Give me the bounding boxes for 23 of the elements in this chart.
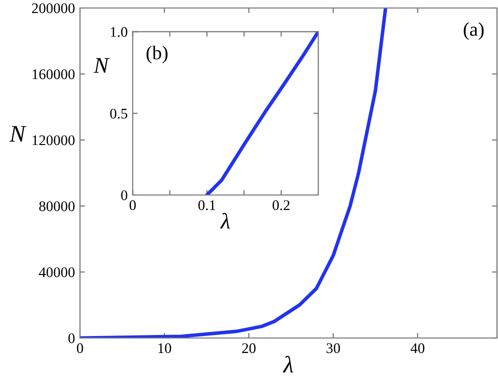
annotation: (b) <box>146 46 168 64</box>
y-tick-label: 0 <box>121 190 128 200</box>
y-tick-label: 80000 <box>39 201 75 212</box>
x-tick-label: 0 <box>76 343 84 354</box>
y-tick-label: 0 <box>68 333 75 344</box>
y-tick-label: 1.0 <box>110 27 128 37</box>
y-tick-label: 200000 <box>32 3 75 14</box>
x-tick-label: 0.1 <box>198 200 216 210</box>
y-tick-label: 0.5 <box>110 108 128 119</box>
y-axis-title: N <box>94 58 110 73</box>
x-tick-label: 10 <box>158 343 172 354</box>
y-tick-label: 120000 <box>32 135 75 146</box>
y-tick-label: 40000 <box>38 267 75 278</box>
y-axis-title: N <box>9 126 26 142</box>
x-tick-label: 40 <box>410 343 424 354</box>
annotation: (a) <box>464 22 484 40</box>
x-tick-label: 30 <box>326 343 340 354</box>
x-axis-title: λ <box>282 356 294 372</box>
x-tick-label: 0 <box>130 200 136 210</box>
x-tick-label: 20 <box>242 343 256 354</box>
x-tick-label: 0.2 <box>272 200 290 210</box>
y-tick-label: 160000 <box>32 69 75 80</box>
x-axis-title: λ <box>220 212 230 229</box>
